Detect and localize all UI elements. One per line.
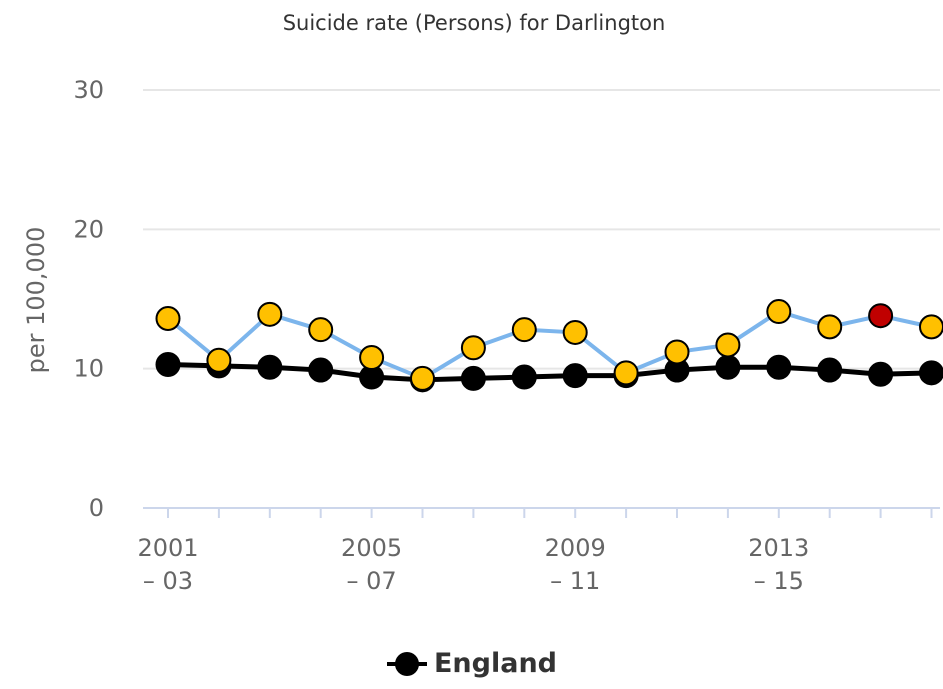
y-tick-label: 0 [89,494,104,522]
legend-england-label: England [433,648,558,679]
y-axis-ticks: 0 10 20 30 [73,76,104,522]
x-tick-label-line2: – 11 [550,567,600,595]
legend-england-symbol [386,651,427,676]
data-point-0-4 [359,345,385,371]
data-point-1-3 [308,357,334,383]
data-point-0-5 [410,365,435,391]
data-point-0-3 [308,317,334,343]
x-tick-label-line2: – 15 [754,567,804,595]
x-tick-label-line2: – 03 [143,567,193,595]
data-point-1-0 [155,351,181,377]
data-point-0-1 [206,347,232,373]
data-point-1-7 [511,364,537,390]
data-point-1-12 [766,354,792,380]
data-point-0-11 [715,332,741,358]
data-point-0-14 [868,303,894,329]
data-point-1-6 [460,365,486,391]
data-point-0-2 [257,301,283,327]
data-point-0-0 [155,306,181,332]
x-tick-label-line2: – 07 [347,567,397,595]
data-point-0-10 [664,339,690,365]
chart-title: Suicide rate (Persons) for Darlington [283,11,666,35]
x-tick-label: 2009 [545,534,606,562]
data-point-1-8 [562,363,588,389]
data-point-1-2 [257,354,283,380]
data-point-1-14 [868,361,894,387]
series-line-0 [166,309,932,381]
data-point-0-15 [919,314,943,340]
y-tick-label: 30 [73,76,104,104]
legend-item-england[interactable]: England [386,648,557,679]
y-tick-label: 20 [73,215,104,243]
data-point-0-12 [766,299,792,325]
data-point-0-6 [460,335,486,361]
x-tick-label: 2013 [748,534,809,562]
data-point-0-8 [562,319,588,345]
chart-svg: Suicide rate (Persons) for Darlington 0 1… [22,11,943,595]
data-point-1-11 [715,354,741,380]
data-point-0-9 [613,360,639,386]
data-point-0-7 [511,317,537,343]
x-axis: 2001 – 03 2005 – 07 2009 – 11 2013 – 15 [137,507,940,595]
x-tick-label: 2005 [341,534,402,562]
data-point-1-15 [919,360,943,386]
data-point-0-13 [817,314,843,340]
series-group [155,299,943,393]
legend: England [0,648,943,683]
y-tick-label: 10 [73,355,104,383]
x-tick-label: 2001 [137,534,198,562]
data-point-1-13 [817,357,843,383]
y-axis-label: per 100,000 [22,227,50,374]
series-line-1 [167,361,932,383]
